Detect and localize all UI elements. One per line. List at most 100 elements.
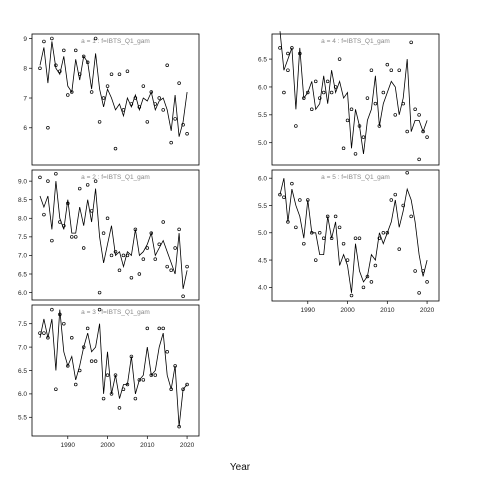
observed-point <box>42 212 46 217</box>
panel-frame <box>271 169 440 302</box>
observed-point <box>129 275 134 280</box>
observed-point <box>298 198 302 202</box>
observed-point <box>282 195 286 200</box>
y-tick-label: 7.5 <box>18 321 27 328</box>
observed-point <box>313 79 318 84</box>
observed-point <box>357 236 362 240</box>
fitted-series-line <box>39 41 188 137</box>
observed-point <box>306 198 310 202</box>
panel-4: a = 4 : f=IBTS_Q1_gam 5.0 5.5 6.0 6.5 <box>258 31 440 166</box>
panel-label: a = 1 : f=IBTS_Q1_gam <box>81 38 150 45</box>
observed-point <box>321 90 326 95</box>
panel-label: a = 2 : f=IBTS_Q1_gam <box>81 174 150 181</box>
observed-point <box>341 146 346 151</box>
x-tick-label: 2020 <box>180 442 195 449</box>
x-tick-label: 2010 <box>140 442 155 449</box>
observed-point <box>185 131 189 136</box>
fitted-series-line <box>279 178 428 293</box>
panel-frame <box>31 169 200 301</box>
observed-point <box>89 90 94 94</box>
observed-point <box>421 269 425 273</box>
observed-point <box>385 231 390 235</box>
observed-point <box>173 246 177 250</box>
observed-point <box>129 354 134 359</box>
observed-point <box>165 63 169 68</box>
y-tick-label: 8.0 <box>18 216 27 223</box>
observed-point <box>425 135 429 139</box>
observed-point <box>329 90 334 95</box>
observed-point <box>62 48 66 53</box>
observed-point <box>385 62 390 67</box>
observed-point <box>373 101 378 106</box>
observed-point <box>50 307 54 312</box>
observed-point <box>286 220 290 224</box>
observed-point <box>337 57 342 61</box>
observed-point <box>333 214 338 219</box>
observed-point <box>393 192 398 197</box>
observed-point <box>66 364 70 368</box>
panel-3: a = 3 : f=IBTS_Q1_gam 5.5 6.0 6.5 7.0 7.5 1990… <box>18 304 200 449</box>
observed-point <box>38 331 42 335</box>
observed-point <box>317 96 322 100</box>
observed-point <box>321 236 326 240</box>
observed-point <box>349 107 354 112</box>
observed-point <box>185 382 189 387</box>
observed-point <box>58 69 62 73</box>
observed-point <box>50 36 54 41</box>
observed-point <box>313 258 318 262</box>
observed-point <box>38 175 42 180</box>
observed-point <box>149 90 154 94</box>
observed-point <box>121 253 126 258</box>
x-tick-label: 2010 <box>380 307 395 314</box>
x-tick-label: 2000 <box>340 307 355 314</box>
x-tick-label: 2020 <box>420 307 435 314</box>
observed-point <box>409 40 413 45</box>
observed-point <box>113 146 118 151</box>
observed-point <box>397 68 401 72</box>
observed-point <box>58 220 62 224</box>
observed-point <box>54 63 58 68</box>
y-tick-label: 6.0 <box>258 84 267 91</box>
observed-point <box>81 345 86 349</box>
observed-point <box>329 236 334 240</box>
y-tick-label: 7.5 <box>18 234 27 241</box>
observed-point <box>93 179 98 183</box>
observed-point <box>177 81 181 85</box>
observed-point <box>298 51 302 56</box>
observed-point <box>294 225 298 230</box>
y-tick-label: 6.0 <box>18 290 27 297</box>
observed-point <box>157 96 161 100</box>
observed-point <box>405 170 409 175</box>
observed-point <box>121 108 126 112</box>
observed-point <box>145 120 150 124</box>
observed-point <box>101 231 106 235</box>
observed-point <box>161 220 165 224</box>
y-tick-label: 5.5 <box>258 203 267 210</box>
observed-point <box>50 238 54 243</box>
observed-point <box>125 382 130 387</box>
observed-point <box>70 235 74 239</box>
observed-point <box>181 123 185 127</box>
panel-frame <box>271 33 440 166</box>
x-axis-title: Year <box>230 462 251 473</box>
observed-point <box>133 227 138 232</box>
observed-point <box>373 263 378 268</box>
observed-point <box>113 373 118 377</box>
observed-point <box>417 113 421 117</box>
observed-point <box>349 293 354 298</box>
observed-point <box>70 336 74 340</box>
y-tick-label: 6 <box>23 125 27 132</box>
y-tick-label: 5.5 <box>18 415 27 422</box>
observed-point <box>286 51 290 56</box>
observed-point <box>361 285 366 290</box>
observed-point <box>377 124 382 128</box>
observed-point <box>141 84 146 88</box>
observed-point <box>401 101 405 106</box>
y-tick-label: 8.5 <box>18 197 27 204</box>
observed-point <box>389 198 394 202</box>
observed-point <box>54 387 58 391</box>
observed-point <box>278 46 282 50</box>
observed-point <box>417 291 421 295</box>
observed-point <box>73 382 78 387</box>
y-tick-label: 5.0 <box>258 140 267 147</box>
